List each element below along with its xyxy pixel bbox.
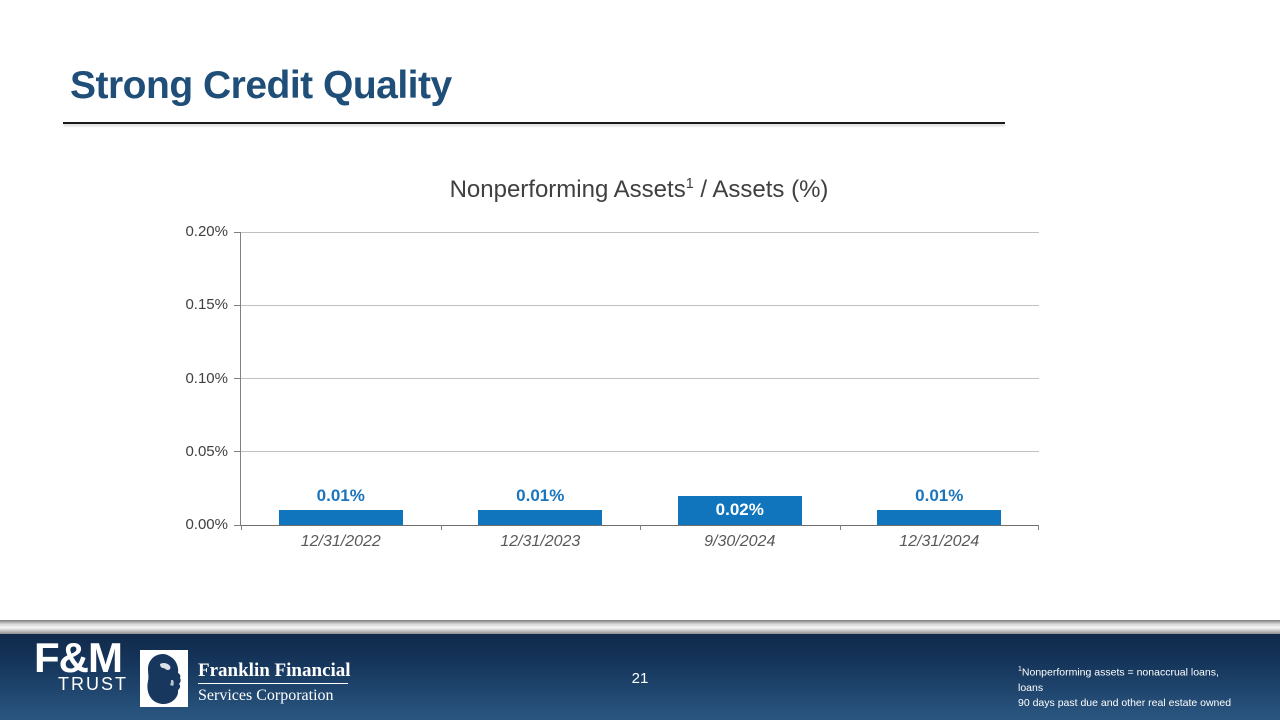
gridline — [241, 304, 1039, 306]
franklin-financial-name: Franklin Financial — [198, 660, 351, 681]
x-axis-tick-mark — [1038, 525, 1039, 530]
x-axis-label: 9/30/2024 — [704, 533, 776, 550]
x-axis-tick-mark — [839, 525, 841, 530]
bar-9/30/2024 — [677, 495, 802, 525]
franklin-portrait-icon — [140, 650, 188, 707]
fm-trust-logo-main: F&M — [34, 634, 123, 681]
y-axis-tick-mark — [234, 304, 240, 306]
franklin-financial-subtitle: Services Corporation — [198, 687, 334, 704]
chart-title-pre: Nonperforming Assets — [449, 176, 686, 203]
y-axis-tick-mark — [234, 524, 240, 526]
x-axis-tick-mark — [640, 525, 641, 530]
page-title: Strong Credit Quality — [70, 64, 452, 107]
footnote-superscript: 1 — [1018, 666, 1022, 673]
x-axis-tick-mark — [440, 525, 442, 530]
y-axis-tick-mark — [234, 451, 240, 453]
footnote: 1Nonperforming assets = nonaccrual loans… — [1018, 662, 1233, 711]
x-axis-label: 12/31/2022 — [300, 533, 381, 550]
y-axis-tick-label: 0.05% — [185, 442, 228, 460]
x-axis-label: 12/31/2023 — [500, 533, 581, 550]
y-axis-tick-mark — [234, 378, 240, 379]
bar-value-label: 0.01% — [915, 486, 964, 506]
chart-title-post: / Assets (%) — [693, 176, 829, 203]
y-axis-tick-label: 0.20% — [185, 223, 228, 240]
chart-title-superscript: 1 — [685, 176, 694, 192]
gridline — [241, 378, 1039, 379]
y-axis-labels: 0.20% 0.15% 0.10% 0.05% 0.00% — [0, 223, 228, 533]
gridline — [241, 231, 1039, 233]
footnote-text-1: Nonperforming assets = nonaccrual loans,… — [1018, 666, 1219, 694]
y-axis-tick-mark — [234, 231, 240, 233]
footnote-line-1: 1Nonperforming assets = nonaccrual loans… — [1018, 662, 1233, 696]
franklin-logo-rule — [198, 683, 348, 684]
footer-silver-divider — [0, 620, 1280, 634]
y-axis-tick-label: 0.10% — [185, 369, 228, 387]
title-underline — [63, 122, 1005, 124]
y-axis-tick-label: 0.00% — [185, 516, 228, 533]
bar-12/31/2024 — [877, 510, 1002, 525]
y-axis-tick-label: 0.15% — [185, 296, 228, 314]
bar-value-label: 0.01% — [516, 486, 565, 506]
fm-trust-logo: F&M TRUST — [28, 634, 128, 694]
x-axis-label: 12/31/2024 — [899, 533, 980, 550]
gridline — [241, 451, 1039, 453]
bar-value-label: 0.01% — [316, 486, 365, 506]
page-number: 21 — [631, 670, 649, 687]
bar-12/31/2022 — [278, 510, 403, 525]
x-axis-tick-mark — [241, 525, 242, 530]
franklin-financial-logo-text: Franklin Financial Services Corporation — [198, 660, 351, 704]
chart-title: Nonperforming Assets1 / Assets (%) — [240, 176, 1038, 204]
fm-trust-logo-sub: TRUST — [58, 674, 128, 694]
bar-12/31/2023 — [478, 510, 603, 525]
footer-bar: F&M TRUST Franklin Financial Services Co… — [0, 634, 1280, 720]
bar-chart-plot-area: 0.01% 12/31/2022 0.01% 12/31/2023 0.02% 9/30/… — [234, 231, 1039, 550]
footnote-line-2: 90 days past due and other real estate o… — [1018, 696, 1232, 709]
bar-value-label: 0.02% — [715, 500, 764, 520]
